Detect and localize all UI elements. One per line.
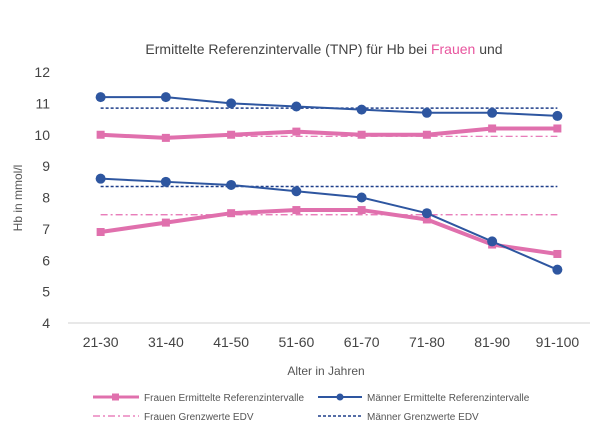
legend-maenner-label: Männer Ermittelte Referenzintervalle <box>367 393 530 404</box>
reference-lines <box>100 107 558 216</box>
chart-title-frauen: Frauen <box>431 41 475 57</box>
frauen_upper-line <box>100 126 558 140</box>
frauen_upper-point <box>422 130 431 139</box>
maenner_upper-point <box>356 104 367 115</box>
frauen_upper-point <box>96 130 105 139</box>
y-tick-label: 7 <box>42 221 50 237</box>
legend-maenner-edv-label: Männer Grenzwerte EDV <box>367 412 479 423</box>
data-series <box>95 92 563 275</box>
maenner_lower-point <box>421 208 432 219</box>
legend-frauen-label: Frauen Ermittelte Referenzintervalle <box>144 393 305 404</box>
legend-item-frauen: Frauen Ermittelte Referenzintervalle <box>93 393 305 404</box>
y-tick-label: 5 <box>42 284 50 300</box>
frauen_upper-point <box>161 133 170 142</box>
y-tick-label: 10 <box>34 127 50 143</box>
maenner_lower-point <box>160 176 171 187</box>
legend: Frauen Ermittelte Referenzintervalle Män… <box>93 393 530 423</box>
maenner_upper-point <box>552 110 563 121</box>
legend-maenner-marker <box>336 393 344 401</box>
maenner_upper-line <box>100 96 558 117</box>
x-tick-label: 21-30 <box>83 334 119 350</box>
maenner_upper-point <box>487 107 498 118</box>
frauen_upper-point <box>488 124 497 133</box>
maenner_upper-point <box>95 92 106 103</box>
frauen_upper-point <box>292 127 301 136</box>
frauen_upper-point <box>553 124 562 133</box>
maenner_lower-point <box>487 236 498 247</box>
legend-frauen-marker <box>112 393 119 401</box>
x-tick-label: 41-50 <box>213 334 249 350</box>
maenner_lower-point <box>552 264 563 275</box>
x-tick-label: 51-60 <box>278 334 314 350</box>
legend-frauen-edv-label: Frauen Grenzwerte EDV <box>144 412 254 423</box>
frauen_lower-point <box>292 206 301 215</box>
y-tick-label: 11 <box>35 95 50 111</box>
x-tick-label: 71-80 <box>409 334 445 350</box>
legend-item-frauen-edv: Frauen Grenzwerte EDV <box>93 412 254 423</box>
chart-title: Ermittelte Referenzintervalle (TNP) für … <box>145 41 502 57</box>
frauen_lower-point <box>422 215 431 224</box>
x-tick-label: 61-70 <box>344 334 380 350</box>
x-tick-label: 81-90 <box>474 334 510 350</box>
maenner_upper-point <box>226 98 237 109</box>
legend-item-maenner-edv: Männer Grenzwerte EDV <box>318 412 479 423</box>
legend-item-maenner: Männer Ermittelte Referenzintervalle <box>318 393 530 404</box>
maenner_upper-point <box>291 101 302 112</box>
frauen_upper-point <box>357 130 366 139</box>
y-tick-label: 4 <box>42 315 50 331</box>
x-axis-label: Alter in Jahren <box>287 364 364 378</box>
y-tick-label: 12 <box>34 64 50 80</box>
maenner_lower-point <box>95 173 106 184</box>
maenner_upper-point <box>421 107 432 118</box>
x-axis-ticks: 21-30 31-40 41-50 51-60 61-70 71-80 81-90 91-10… <box>83 334 580 350</box>
frauen_lower-line <box>100 208 558 256</box>
y-tick-label: 6 <box>42 252 50 268</box>
x-tick-label: 31-40 <box>148 334 184 350</box>
frauen_lower-point <box>553 249 562 258</box>
frauen_upper-point <box>227 130 236 139</box>
chart-title-part1: Ermittelte Referenzintervalle (TNP) für … <box>145 41 431 57</box>
y-tick-label: 8 <box>42 190 50 206</box>
y-tick-label: 9 <box>42 158 50 174</box>
chart-title-und: und <box>475 41 502 57</box>
frauen_lower-point <box>227 209 236 218</box>
frauen_lower-point <box>96 228 105 237</box>
maenner_lower-point <box>291 186 302 197</box>
y-axis-ticks: 4 5 6 7 8 9 10 11 12 <box>34 64 50 331</box>
x-tick-label: 91-100 <box>536 334 580 350</box>
maenner_lower-point <box>356 192 367 203</box>
frauen_lower-point <box>357 206 366 215</box>
frauen_lower-point <box>161 218 170 227</box>
maenner_lower-point <box>226 179 237 190</box>
maenner_upper-point <box>160 92 171 103</box>
y-axis-label: Hb in mmol/l <box>11 165 25 232</box>
maenner_lower-line <box>100 177 558 271</box>
